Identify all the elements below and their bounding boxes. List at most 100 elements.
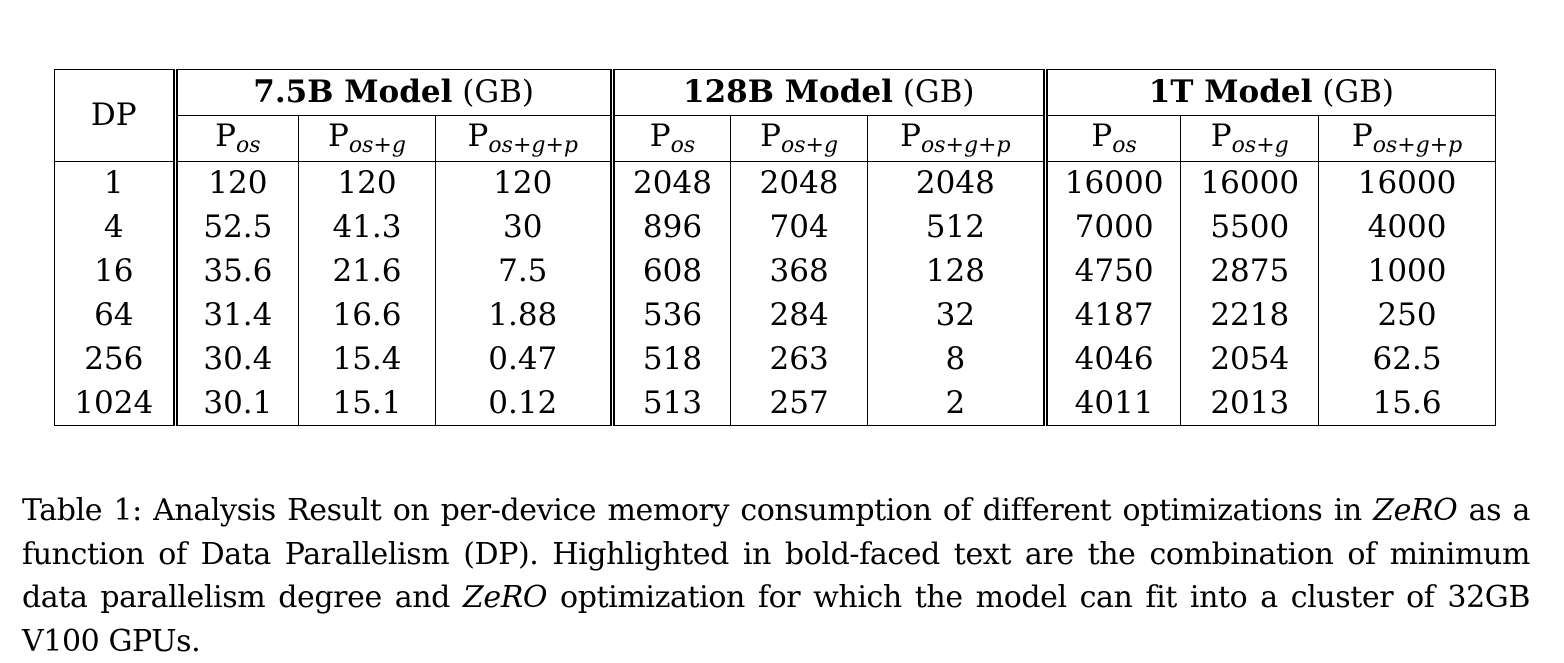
value-cell: 512 xyxy=(866,205,1048,250)
value-cell: 284 xyxy=(730,293,868,338)
value-cell: 263 xyxy=(730,337,868,382)
value-cell: 250 xyxy=(1318,293,1496,338)
value-cell: 41.3 xyxy=(298,205,436,250)
value-cell: 15.4 xyxy=(298,337,436,382)
value-cell: 704 xyxy=(730,205,868,250)
dp-cell: 4 xyxy=(54,205,178,250)
sub-header-subscript: os+g xyxy=(780,132,839,158)
value-cell: 4000 xyxy=(1318,205,1496,250)
sub-header-subscript: os+g+p xyxy=(488,132,578,158)
dp-cell: 16 xyxy=(54,249,178,294)
value-cell: 896 xyxy=(611,205,732,250)
table-row: 1024 30.1 15.1 0.12 513 257 2 4011 2013 15.6 xyxy=(54,381,1496,426)
group-unit: (GB) xyxy=(1322,74,1394,110)
value-cell: 7000 xyxy=(1044,205,1182,250)
sub-header-base: P xyxy=(467,117,489,154)
value-cell: 536 xyxy=(611,293,732,338)
caption-zero-1: ZeRO xyxy=(1373,493,1458,528)
caption-text-2: as a function of Data Parallelism (DP). … xyxy=(22,493,1530,615)
value-cell: 16.6 xyxy=(298,293,436,338)
value-cell: 0.12 xyxy=(434,381,615,426)
value-cell: 35.6 xyxy=(174,249,300,294)
value-cell: 30 xyxy=(434,205,615,250)
group-name: 7.5B Model xyxy=(253,74,453,110)
value-cell: 513 xyxy=(611,381,732,426)
value-cell: 120 xyxy=(174,161,300,206)
value-cell: 8 xyxy=(866,337,1048,382)
value-cell: 21.6 xyxy=(298,249,436,294)
value-cell: 120 xyxy=(298,161,436,206)
value-cell: 2048 xyxy=(730,161,868,206)
dp-cell: 1024 xyxy=(54,381,178,426)
group-header-128b: 128B Model (GB) xyxy=(611,69,1048,116)
value-cell: 30.4 xyxy=(174,337,300,382)
sub-header-base: P xyxy=(1091,117,1113,154)
value-cell: 2218 xyxy=(1180,293,1320,338)
value-cell: 16000 xyxy=(1180,161,1320,206)
table-body: 1 120 120 120 2048 2048 2048 16000 16000 16000 4 52… xyxy=(54,161,1496,426)
value-cell: 32 xyxy=(866,293,1048,338)
value-cell: 16000 xyxy=(1044,161,1182,206)
dp-header: DP xyxy=(54,69,178,162)
sub-header-cell: Pos xyxy=(1044,115,1182,162)
table-row: 64 31.4 16.6 1.88 536 284 32 4187 2218 250 xyxy=(54,293,1496,338)
value-cell: 4011 xyxy=(1044,381,1182,426)
value-cell: 15.1 xyxy=(298,381,436,426)
sub-header-cell: Pos+g+p xyxy=(866,115,1048,162)
group-header-1t: 1T Model (GB) xyxy=(1044,69,1497,116)
caption-zero-2: ZeRO xyxy=(462,580,548,615)
sub-header-cell: Pos+g xyxy=(298,115,436,162)
value-cell: 0.47 xyxy=(434,337,615,382)
sub-header-subscript: os xyxy=(1112,132,1137,158)
value-cell: 4750 xyxy=(1044,249,1182,294)
value-cell: 368 xyxy=(730,249,868,294)
sub-header-cell: Pos+g+p xyxy=(1318,115,1496,162)
group-name: 128B Model xyxy=(683,74,893,110)
group-unit: (GB) xyxy=(462,74,534,110)
table-caption: Table 1: Analysis Result on per-device m… xyxy=(22,489,1530,663)
value-cell: 16000 xyxy=(1318,161,1496,206)
value-cell: 128 xyxy=(866,249,1048,294)
sub-header-cell: Pos+g xyxy=(730,115,868,162)
sub-header-base: P xyxy=(760,117,781,154)
sub-header-cell: Pos xyxy=(611,115,732,162)
value-cell: 15.6 xyxy=(1318,381,1496,426)
value-cell: 2013 xyxy=(1180,381,1320,426)
value-cell: 608 xyxy=(611,249,732,294)
value-cell: 1000 xyxy=(1318,249,1496,294)
value-cell: 4187 xyxy=(1044,293,1182,338)
group-header-7-5b: 7.5B Model (GB) xyxy=(174,69,615,116)
value-cell: 7.5 xyxy=(434,249,615,294)
sub-header-base: P xyxy=(649,117,671,154)
value-cell: 5500 xyxy=(1180,205,1320,250)
sub-header-subscript: os+g xyxy=(1231,132,1289,158)
value-cell: 2875 xyxy=(1180,249,1320,294)
value-cell: 2 xyxy=(866,381,1048,426)
value-cell: 518 xyxy=(611,337,732,382)
value-cell: 2048 xyxy=(866,161,1048,206)
value-cell: 4046 xyxy=(1044,337,1182,382)
dp-cell: 1 xyxy=(54,161,178,206)
group-unit: (GB) xyxy=(902,74,975,110)
header-sub-row: Pos Pos+g Pos+g+p Pos Pos+g Pos+g+p Pos Pos+g Po… xyxy=(55,115,1496,162)
memory-consumption-table: DP 7.5B Model (GB) 128B Model (GB) 1T Mo… xyxy=(54,69,1497,426)
sub-header-subscript: os xyxy=(236,132,261,158)
value-cell: 30.1 xyxy=(174,381,300,426)
dp-cell: 64 xyxy=(54,293,178,338)
table-row: 1 120 120 120 2048 2048 2048 16000 16000 16000 xyxy=(54,161,1496,206)
sub-header-cell: Pos xyxy=(174,115,300,162)
sub-header-base: P xyxy=(1210,117,1232,154)
caption-text-1: Table 1: Analysis Result on per-device m… xyxy=(22,493,1374,528)
sub-header-cell: Pos+g xyxy=(1180,115,1320,162)
value-cell: 31.4 xyxy=(174,293,300,338)
sub-header-base: P xyxy=(328,117,349,154)
sub-header-subscript: os xyxy=(670,132,696,158)
dp-cell: 256 xyxy=(54,337,178,382)
sub-header-subscript: os+g+p xyxy=(921,132,1011,158)
sub-header-cell: Pos+g+p xyxy=(434,115,615,162)
value-cell: 1.88 xyxy=(434,293,615,338)
value-cell: 2054 xyxy=(1180,337,1320,382)
value-cell: 62.5 xyxy=(1318,337,1496,382)
value-cell: 2048 xyxy=(611,161,732,206)
table-row: 4 52.5 41.3 30 896 704 512 7000 5500 4000 xyxy=(54,205,1496,250)
